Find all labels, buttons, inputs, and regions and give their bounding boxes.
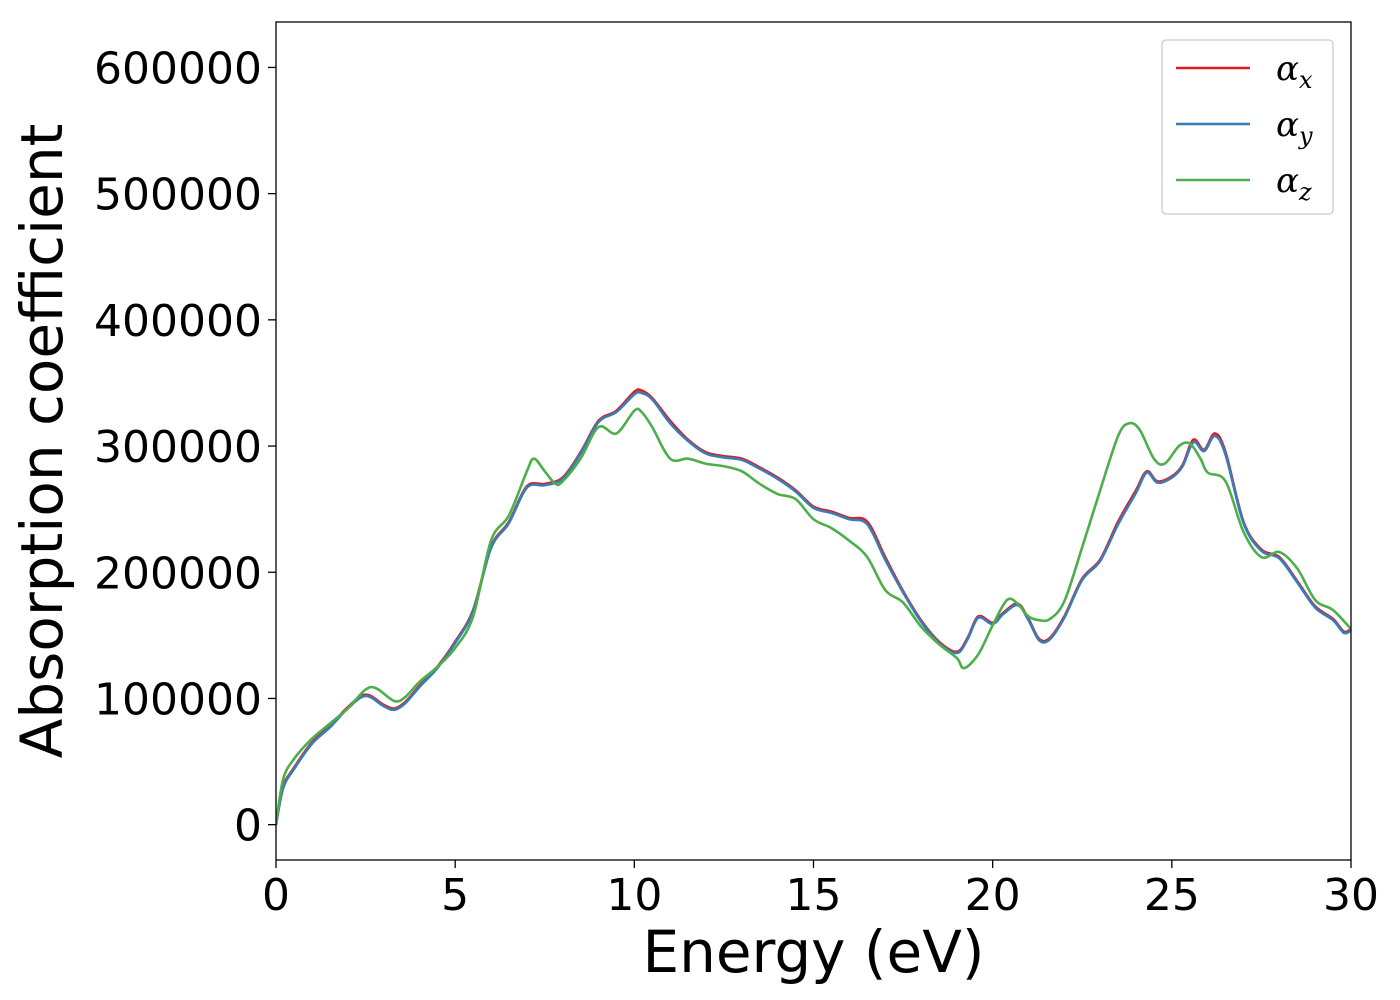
x-tick-label: 20 <box>965 870 1021 921</box>
series-layer <box>276 388 1351 826</box>
y-axis-ticks: 0 100000 200000 300000 400000 500000 600000 <box>94 43 276 852</box>
x-axis-ticks: 0 5 10 15 20 25 30 <box>262 860 1379 921</box>
y-axis-label: Absorption coefficient <box>8 124 76 759</box>
x-axis-label: Energy (eV) <box>642 918 984 986</box>
x-tick-label: 30 <box>1323 870 1379 921</box>
legend-label-alpha-x: αx <box>1276 49 1313 94</box>
x-tick-label: 5 <box>441 870 469 921</box>
y-tick-label: 400000 <box>94 296 262 347</box>
y-tick-label: 200000 <box>94 548 262 599</box>
y-tick-label: 300000 <box>94 422 262 473</box>
legend-label-alpha-y: αy <box>1276 105 1313 150</box>
series-line-alpha-z <box>276 407 1351 826</box>
x-tick-label: 0 <box>262 870 290 921</box>
y-tick-label: 0 <box>234 801 262 852</box>
x-tick-label: 10 <box>606 870 662 921</box>
legend-label-alpha-z: αz <box>1276 161 1312 206</box>
legend: αx αy αz <box>1161 39 1334 215</box>
y-tick-label: 500000 <box>94 170 262 221</box>
y-tick-label: 100000 <box>94 674 262 725</box>
series-line-alpha-x <box>276 388 1351 826</box>
series-line-alpha-y <box>276 390 1351 826</box>
x-tick-label: 15 <box>786 870 842 921</box>
x-tick-label: 25 <box>1144 870 1200 921</box>
y-tick-label: 600000 <box>94 43 262 94</box>
legend-box <box>1161 39 1334 215</box>
